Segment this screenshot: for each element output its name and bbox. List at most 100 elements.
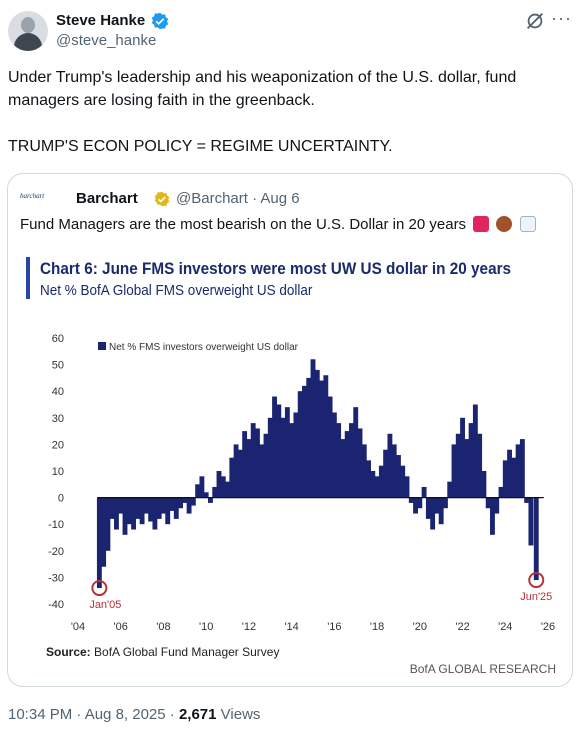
chart-down-icon [519, 216, 536, 232]
bar [161, 497, 166, 514]
bar [220, 476, 226, 498]
annotation-label: Jan'05 [89, 599, 121, 611]
gold-verified-badge-icon [154, 191, 170, 207]
bar [434, 497, 440, 514]
bar [302, 385, 307, 498]
x-tick-label: '14 [284, 621, 298, 633]
avatar[interactable] [8, 11, 48, 51]
bar [361, 444, 367, 498]
bar [507, 449, 512, 498]
bar [306, 377, 312, 498]
bar [190, 497, 196, 506]
more-options-icon[interactable]: ··· [551, 8, 572, 28]
bar [528, 497, 534, 546]
verified-badge-icon [151, 12, 169, 30]
bar [533, 497, 539, 581]
bar [250, 423, 256, 498]
bar [502, 460, 508, 498]
author-name[interactable]: Steve Hanke [56, 12, 146, 29]
barchart-logo: barchart [20, 192, 45, 200]
x-tick-label: '20 [413, 621, 427, 633]
x-tick-label: '24 [498, 621, 512, 633]
grok-icon[interactable] [524, 10, 546, 32]
bar [524, 497, 530, 503]
bar [229, 457, 235, 498]
author-handle[interactable]: @steve_hanke [56, 32, 157, 49]
quote-text: Fund Managers are the most bearish on th… [20, 216, 536, 233]
bar [490, 497, 495, 535]
bar [246, 439, 252, 498]
bar [169, 497, 175, 511]
bar [464, 439, 470, 498]
bar [237, 449, 243, 498]
bar [468, 423, 474, 498]
bar [186, 497, 192, 514]
title-accent-bar [26, 257, 30, 299]
view-count: 2,671 [178, 706, 217, 723]
bar [472, 404, 478, 498]
bar [212, 486, 218, 498]
bar [438, 497, 444, 525]
x-tick-label: '26 [541, 621, 555, 633]
chart-subtitle: Net % BofA Global FMS overweight US doll… [40, 282, 313, 299]
x-tick-label: '06 [114, 621, 128, 633]
bar [336, 423, 342, 498]
chart-image[interactable]: Chart 6: June FMS investors were most UW… [20, 252, 562, 676]
bar [195, 484, 201, 498]
bar [199, 476, 205, 498]
tweet-header: Steve Hanke @steve_hanke ··· [0, 0, 584, 60]
bar [280, 417, 286, 498]
bear-icon [496, 216, 513, 232]
bar [374, 476, 380, 498]
annotation-circle [528, 572, 545, 589]
bar [272, 396, 277, 498]
bar [276, 404, 282, 498]
y-tick-label: 20 [52, 439, 64, 451]
bar [447, 481, 453, 498]
bar [242, 431, 248, 498]
y-tick-label: 10 [52, 466, 64, 478]
bar [481, 471, 487, 498]
bar [404, 476, 410, 498]
bar [400, 465, 406, 498]
y-tick-label: 40 [52, 386, 64, 398]
bar [122, 497, 128, 535]
bar [421, 486, 427, 498]
bar [413, 497, 418, 514]
bar [391, 444, 397, 498]
x-tick-label: '04 [71, 621, 85, 633]
bar [148, 497, 154, 522]
views-label: Views [216, 706, 261, 723]
annotation-label: Jun'25 [520, 591, 552, 603]
bar [208, 497, 213, 503]
x-tick-label: '12 [242, 621, 256, 633]
bar [297, 391, 303, 498]
tweet-line-1: Under Trump's leadership and his weaponi… [8, 69, 517, 109]
y-tick-label: -30 [48, 572, 64, 584]
bar [233, 444, 239, 498]
y-tick-label: 50 [52, 360, 64, 372]
bar [511, 457, 517, 498]
bar [366, 460, 371, 498]
bar [443, 497, 448, 509]
x-tick-label: '10 [199, 621, 213, 633]
quoted-tweet[interactable]: barchart Barchart @Barchart · Aug 6 Fund… [7, 173, 573, 687]
bar [310, 359, 316, 498]
bar [182, 497, 188, 503]
bar [396, 455, 401, 498]
bar [485, 497, 491, 509]
quote-author-name[interactable]: Barchart [76, 190, 138, 207]
bar [387, 433, 393, 498]
bar [259, 444, 265, 498]
bar [349, 423, 354, 498]
x-tick-label: '16 [327, 621, 341, 633]
bar [178, 497, 183, 509]
bar [451, 444, 457, 498]
bar [515, 444, 521, 498]
timestamp[interactable]: 10:34 PM · Aug 8, 2025 · [8, 706, 179, 723]
quote-handle-time[interactable]: @Barchart · Aug 6 [176, 190, 300, 207]
bar [96, 497, 102, 589]
bar [353, 407, 359, 498]
y-tick-label: -20 [48, 546, 64, 558]
bar [216, 471, 222, 498]
